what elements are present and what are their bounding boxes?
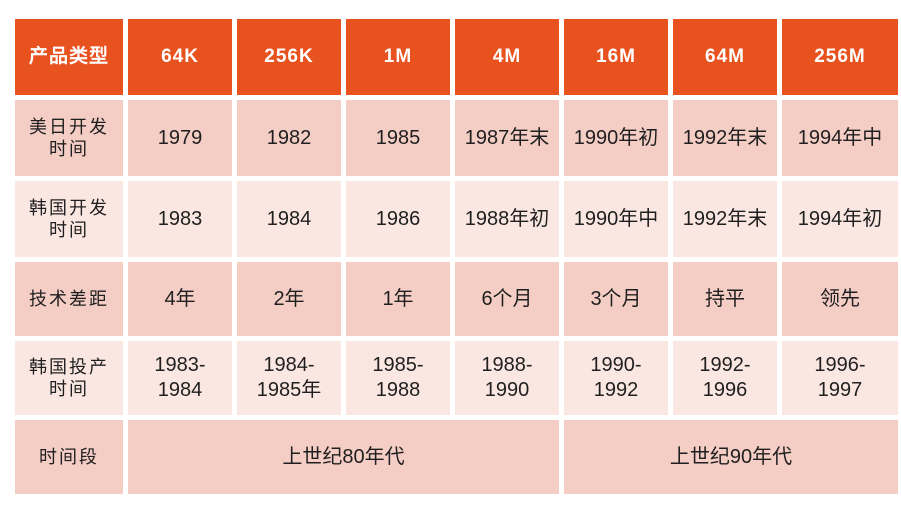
- table-cell: 1988- 1990: [455, 341, 559, 415]
- table-cell: 1992年末: [673, 181, 777, 257]
- column-header-64m: 64M: [673, 19, 777, 95]
- table-cell: 1986: [346, 181, 450, 257]
- table-cell: 3个月: [564, 262, 668, 336]
- table-row-korea-dev-time: 韩国开发 时间 1983 1984 1986 1988年初 1990年中 199…: [15, 181, 898, 257]
- table-row-time-period: 时间段 上世纪80年代 上世纪90年代: [15, 420, 898, 494]
- table-row-korea-production-time: 韩国投产 时间 1983- 1984 1984- 1985年 1985- 198…: [15, 341, 898, 415]
- dram-comparison-table: 产品类型 64K 256K 1M 4M 16M 64M 256M 美日开发 时间…: [10, 14, 901, 499]
- row-label: 韩国投产 时间: [15, 341, 123, 415]
- table-cell-merged-1990s: 上世纪90年代: [564, 420, 898, 494]
- table-row-tech-gap: 技术差距 4年 2年 1年 6个月 3个月 持平 领先: [15, 262, 898, 336]
- row-label: 技术差距: [15, 262, 123, 336]
- table-cell: 1984: [237, 181, 341, 257]
- row-label: 美日开发 时间: [15, 100, 123, 176]
- column-header-16m: 16M: [564, 19, 668, 95]
- table-cell: 6个月: [455, 262, 559, 336]
- table-cell: 1994年初: [782, 181, 898, 257]
- table-cell: 1987年末: [455, 100, 559, 176]
- table-cell: 4年: [128, 262, 232, 336]
- table-cell: 1983: [128, 181, 232, 257]
- table-row-us-japan-dev-time: 美日开发 时间 1979 1982 1985 1987年末 1990年初 199…: [15, 100, 898, 176]
- table-cell: 领先: [782, 262, 898, 336]
- column-header-256m: 256M: [782, 19, 898, 95]
- row-label: 时间段: [15, 420, 123, 494]
- table-cell: 2年: [237, 262, 341, 336]
- column-header-256k: 256K: [237, 19, 341, 95]
- table-cell: 1年: [346, 262, 450, 336]
- table-cell: 1992- 1996: [673, 341, 777, 415]
- column-header-1m: 1M: [346, 19, 450, 95]
- table-cell: 1988年初: [455, 181, 559, 257]
- table-cell: 1984- 1985年: [237, 341, 341, 415]
- column-header-product-type: 产品类型: [15, 19, 123, 95]
- table-cell: 1990年中: [564, 181, 668, 257]
- table-cell: 1982: [237, 100, 341, 176]
- table-cell: 1985- 1988: [346, 341, 450, 415]
- table-cell: 1996- 1997: [782, 341, 898, 415]
- table-cell: 1983- 1984: [128, 341, 232, 415]
- row-label: 韩国开发 时间: [15, 181, 123, 257]
- table-cell: 1985: [346, 100, 450, 176]
- header-row: 产品类型 64K 256K 1M 4M 16M 64M 256M: [15, 19, 898, 95]
- table-cell: 1990- 1992: [564, 341, 668, 415]
- column-header-64k: 64K: [128, 19, 232, 95]
- table-cell: 1990年初: [564, 100, 668, 176]
- table-cell: 持平: [673, 262, 777, 336]
- column-header-4m: 4M: [455, 19, 559, 95]
- table-cell: 1992年末: [673, 100, 777, 176]
- table-cell: 1994年中: [782, 100, 898, 176]
- table-cell: 1979: [128, 100, 232, 176]
- table-cell-merged-1980s: 上世纪80年代: [128, 420, 559, 494]
